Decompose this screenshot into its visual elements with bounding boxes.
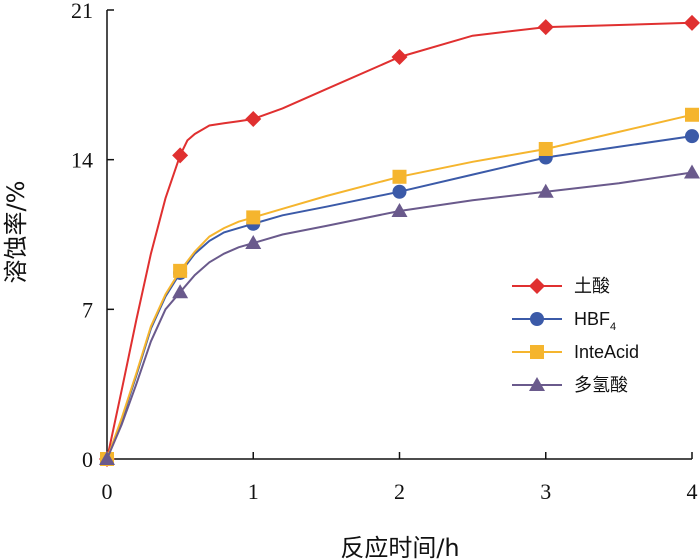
data-point — [173, 263, 188, 278]
data-point — [685, 107, 699, 122]
legend-label: HBF4 — [574, 309, 616, 333]
x-tick-label: 3 — [540, 479, 551, 504]
legend-label: InteAcid — [574, 342, 639, 362]
legend-item: HBF4 — [512, 309, 616, 333]
data-point — [172, 147, 189, 164]
x-axis-title: 反应时间/h — [340, 534, 459, 560]
data-point — [537, 19, 554, 36]
series-3 — [100, 107, 699, 466]
series-1 — [99, 14, 700, 467]
x-tick-label: 2 — [394, 479, 405, 504]
legend: 土酸 HBF4 InteAcid 多氢酸 — [512, 276, 639, 395]
series-line — [106, 171, 693, 460]
data-point — [245, 111, 262, 128]
legend-item: InteAcid — [512, 342, 639, 362]
series — [99, 14, 700, 467]
legend-item: 土酸 — [512, 276, 610, 296]
series-line — [106, 113, 693, 460]
legend-marker — [530, 345, 544, 359]
data-point — [391, 202, 408, 217]
data-point — [392, 169, 407, 184]
series-line — [106, 21, 693, 460]
data-point — [99, 451, 115, 465]
x-tick-label: 0 — [102, 479, 113, 504]
data-point — [245, 235, 262, 250]
y-tick-label: 0 — [82, 447, 93, 472]
data-point — [392, 184, 407, 199]
y-tick-label: 21 — [71, 0, 93, 23]
data-point — [684, 14, 700, 31]
data-point — [538, 141, 553, 156]
x-tick-label: 1 — [248, 479, 259, 504]
x-tick-label: 4 — [687, 479, 698, 504]
data-point — [685, 129, 699, 144]
ticks: 0 7 14 21 0 1 2 3 4 — [71, 0, 698, 504]
series-4 — [99, 164, 700, 465]
data-point — [391, 49, 408, 66]
legend-marker — [529, 278, 545, 294]
legend-label: 土酸 — [574, 276, 610, 296]
data-point — [172, 284, 189, 299]
legend-label: 多氢酸 — [574, 375, 628, 395]
data-point — [684, 164, 700, 179]
legend-item: 多氢酸 — [512, 375, 628, 395]
y-axis-title: 溶蚀率/% — [2, 181, 30, 284]
data-point — [246, 210, 261, 225]
data-point — [537, 183, 554, 198]
legend-marker — [529, 377, 545, 391]
y-tick-label: 7 — [82, 297, 93, 322]
legend-marker — [530, 312, 544, 326]
y-tick-label: 14 — [71, 148, 93, 173]
